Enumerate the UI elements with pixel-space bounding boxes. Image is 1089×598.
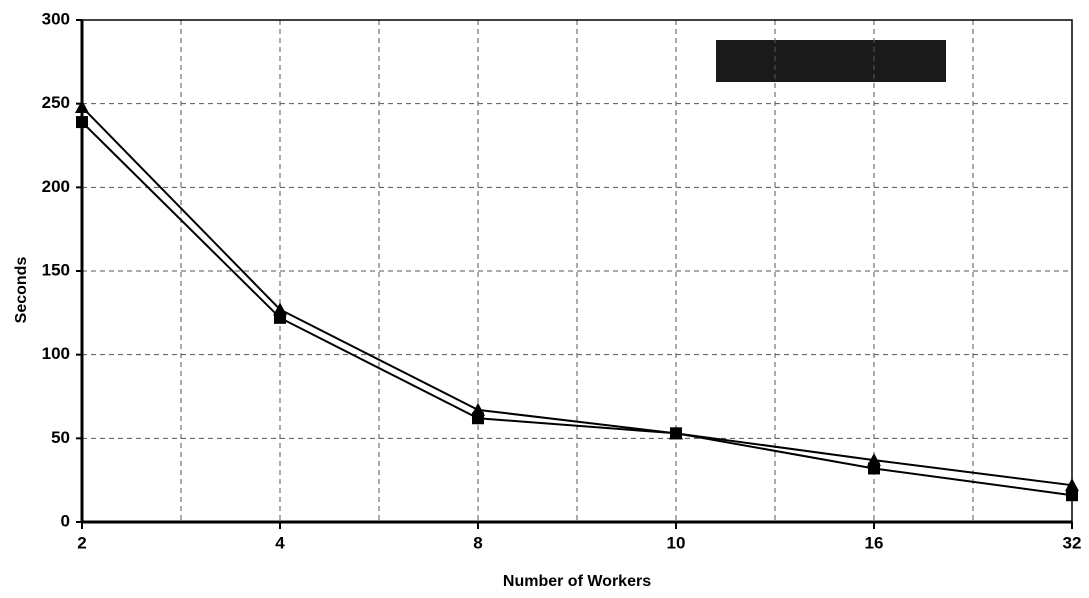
y-tick-label: 150	[42, 260, 70, 279]
series-line	[81, 121, 1073, 497]
y-tick-label: 0	[61, 511, 70, 530]
y-tick-label: 300	[42, 9, 70, 28]
marker	[868, 462, 880, 475]
x-tick-label: 2	[77, 533, 86, 552]
marker	[1066, 489, 1078, 502]
y-tick-label: 200	[42, 177, 70, 196]
marker	[76, 116, 88, 129]
marker	[670, 427, 682, 440]
x-tick-label: 32	[1063, 533, 1082, 552]
y-tick-label: 100	[42, 344, 70, 363]
legend-box	[716, 40, 946, 82]
y-axis-label: Seconds	[13, 257, 30, 324]
x-tick-label: 16	[865, 533, 884, 552]
series-line	[81, 106, 1073, 487]
y-tick-label: 50	[51, 428, 70, 447]
x-tick-label: 10	[667, 533, 686, 552]
x-tick-label: 4	[275, 533, 285, 552]
x-tick-label: 8	[473, 533, 482, 552]
marker	[274, 311, 286, 324]
marker	[75, 100, 89, 114]
y-tick-label: 250	[42, 93, 70, 112]
x-axis-label: Number of Workers	[503, 573, 651, 590]
marker	[1065, 478, 1079, 492]
marker	[472, 412, 484, 425]
